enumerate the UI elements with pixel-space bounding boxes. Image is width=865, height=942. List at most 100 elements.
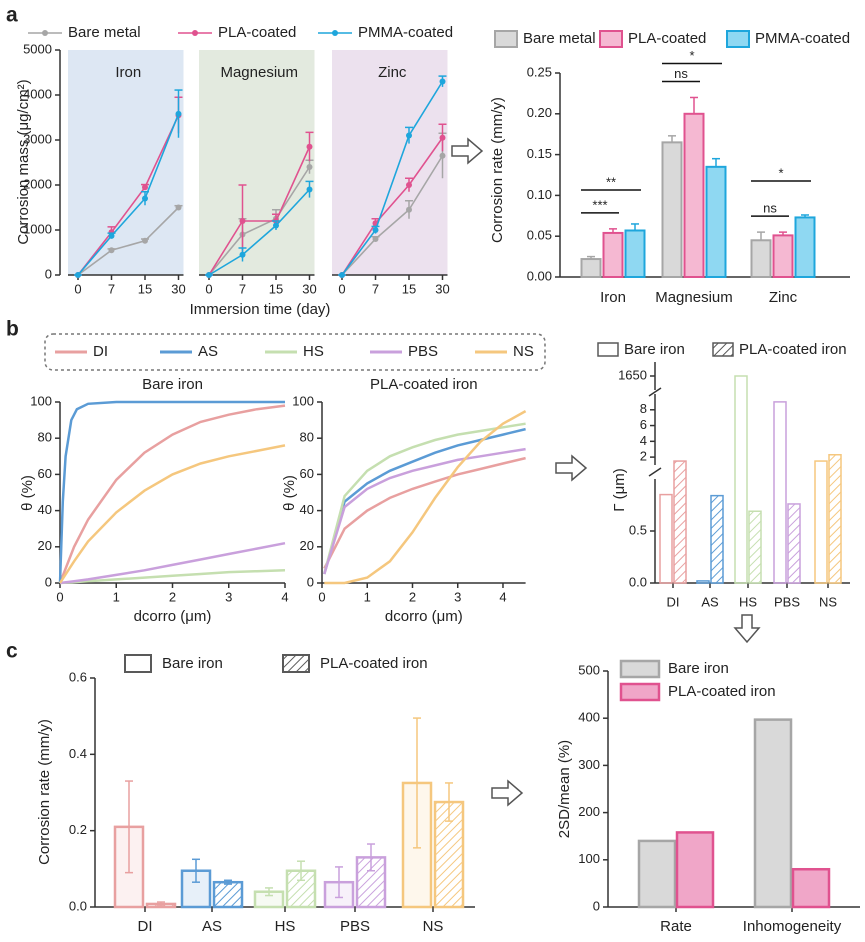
panel-label: b <box>6 318 19 341</box>
bar <box>637 839 677 909</box>
y-tick-label: 200 <box>578 804 600 819</box>
arrow <box>733 614 761 644</box>
y-tick-label: 0.00 <box>527 268 552 283</box>
x-tick-label: 30 <box>302 281 316 296</box>
y-tick-label: 4 <box>640 433 647 448</box>
legend-swatch <box>282 654 310 673</box>
data-point <box>339 272 345 278</box>
bar <box>748 510 762 584</box>
bar <box>212 880 244 909</box>
data-point <box>206 272 212 278</box>
x-tick-label: 4 <box>281 589 288 604</box>
fit-curve <box>59 569 286 585</box>
bar <box>602 231 624 279</box>
bar <box>772 234 794 279</box>
x-tick-label: AS <box>202 918 222 935</box>
y-tick-label: 3000 <box>23 131 52 146</box>
data-point <box>108 232 115 239</box>
y-axis-label: θ (%) <box>19 475 36 511</box>
x-tick-label: 30 <box>435 281 449 296</box>
legend-swatch <box>124 654 152 673</box>
fit-curve <box>323 456 526 570</box>
panel-title: Iron <box>115 64 141 81</box>
significance-label: * <box>778 165 783 180</box>
y-tick-label: 5000 <box>23 41 52 56</box>
x-tick-label: 7 <box>239 281 246 296</box>
x-tick-label: DI <box>138 918 153 935</box>
x-tick-label: 30 <box>171 281 185 296</box>
y-axis-label: Corrosion rate (mm/y) <box>36 719 53 865</box>
fit-curve <box>324 410 527 585</box>
fit-curve <box>323 427 526 575</box>
x-tick-label: 7 <box>108 281 115 296</box>
y-tick-label: 0.05 <box>527 228 552 243</box>
bar <box>661 141 683 278</box>
legend-box <box>44 333 546 371</box>
panel-shade <box>199 50 315 275</box>
data-point <box>306 143 313 150</box>
y-tick-label: 2000 <box>23 176 52 191</box>
y-axis-label: Γ (μm) <box>611 468 628 512</box>
bar <box>710 494 724 584</box>
panel-title: PLA-coated iron <box>370 376 478 393</box>
legend-label: PBS <box>408 343 438 360</box>
legend-swatch <box>619 682 661 702</box>
legend-label: Bare metal <box>68 24 141 41</box>
y-tick-label: 2 <box>640 449 647 464</box>
x-tick-label: 3 <box>454 589 461 604</box>
legend-label: PLA-coated <box>218 24 296 41</box>
y-tick-label: 0.10 <box>527 187 552 202</box>
series-line <box>341 155 444 276</box>
y-tick-label: 1000 <box>23 221 52 236</box>
legend-label: PLA-coated <box>628 30 706 47</box>
x-axis-label: dcorro (μm) <box>134 608 212 625</box>
legend-label: Bare iron <box>162 655 223 672</box>
data-point <box>142 237 148 244</box>
y-tick-label: 20 <box>38 538 52 553</box>
x-tick-label: 1 <box>113 589 120 604</box>
x-axis-label: dcorro (μm) <box>385 608 463 625</box>
legend-swatch <box>712 342 734 357</box>
fit-curve <box>58 400 285 584</box>
data-point <box>239 218 246 224</box>
legend-label: PLA-coated iron <box>668 683 776 700</box>
x-axis-label: Immersion time (day) <box>190 301 331 318</box>
legend-label: Bare iron <box>668 660 729 677</box>
x-tick-label: 15 <box>402 281 416 296</box>
x-tick-label: NS <box>819 594 837 609</box>
legend-label: PLA-coated iron <box>739 341 847 358</box>
y-tick-label: 60 <box>38 466 52 481</box>
bar <box>794 216 816 279</box>
x-tick-label: Magnesium <box>655 289 733 306</box>
bar <box>355 856 387 909</box>
significance-label: ns <box>674 66 688 81</box>
series-line <box>341 81 444 276</box>
legend-label: NS <box>513 343 534 360</box>
significance-label: *** <box>592 197 607 212</box>
data-point <box>108 247 115 254</box>
x-tick-label: 15 <box>138 281 152 296</box>
y-tick-label: 20 <box>300 538 314 553</box>
y-tick-label: 100 <box>292 393 314 408</box>
series-line <box>208 166 311 276</box>
data-point <box>142 184 148 191</box>
arrow <box>555 454 588 482</box>
data-point <box>306 164 313 170</box>
y-tick-label: 0.20 <box>527 105 552 120</box>
x-tick-label: 3 <box>225 589 232 604</box>
legend-marker <box>332 30 338 36</box>
data-point <box>372 227 379 233</box>
y-tick-label: 300 <box>578 757 600 772</box>
y-axis-label: θ (%) <box>281 475 298 511</box>
legend-label: PLA-coated iron <box>320 655 428 672</box>
panel-label: c <box>6 640 18 663</box>
bar <box>773 401 787 584</box>
x-tick-label: 0 <box>74 281 81 296</box>
significance-label: ** <box>606 174 616 189</box>
legend-label: Bare metal <box>523 30 596 47</box>
series-line <box>77 114 180 276</box>
data-point <box>439 152 446 159</box>
arrow <box>491 779 524 807</box>
axis-break <box>648 467 662 477</box>
